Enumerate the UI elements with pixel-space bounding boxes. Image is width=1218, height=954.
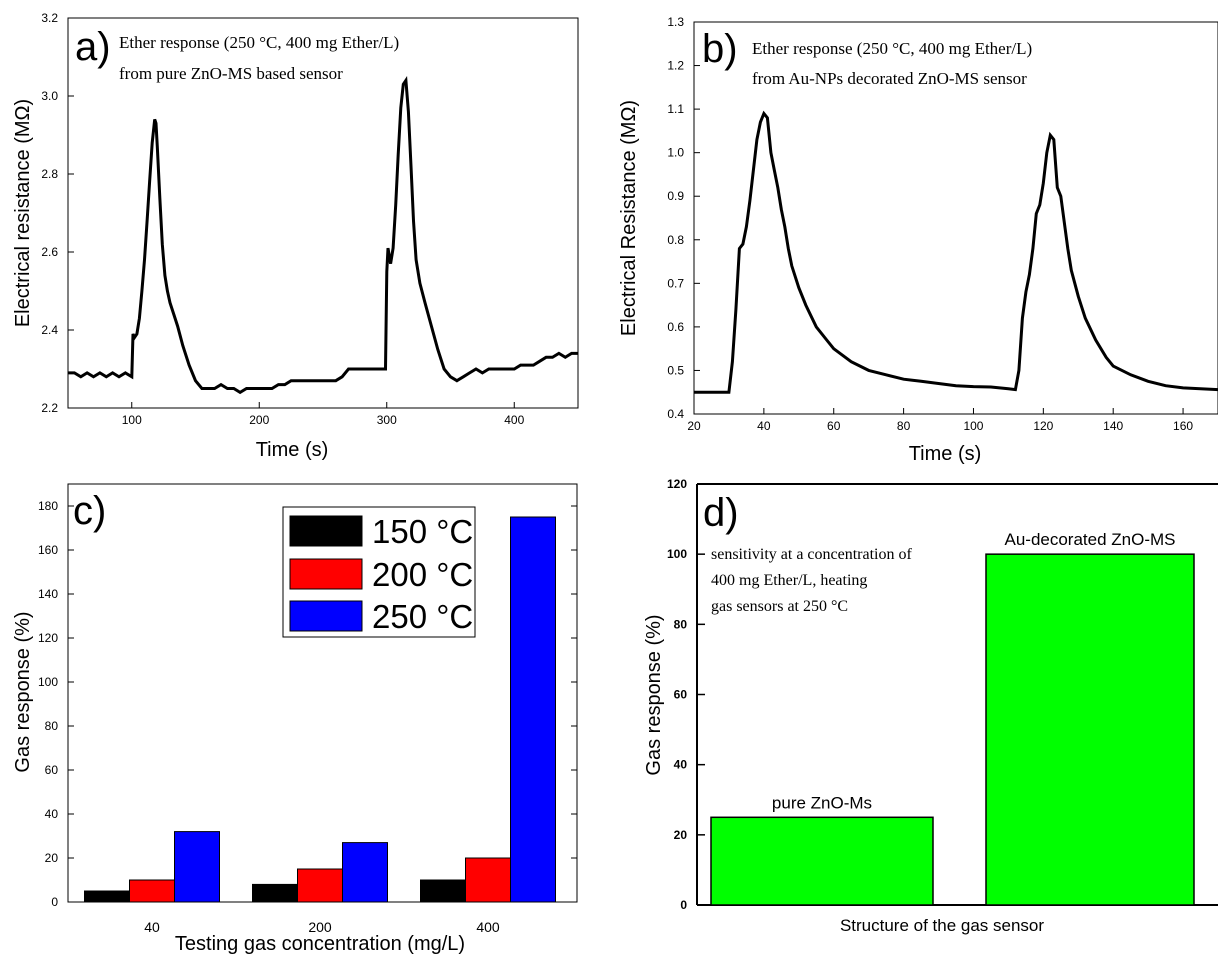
panel-b-annotation-line-2: from Au-NPs decorated ZnO-MS sensor xyxy=(752,69,1027,88)
panel-c-y-tick-label: 180 xyxy=(38,499,58,513)
panel-c-bar xyxy=(510,516,556,903)
panel-b-x-tick-label: 20 xyxy=(687,419,701,433)
panel-d-y-tick-label: 60 xyxy=(674,688,688,702)
panel-a-x-tick-label: 100 xyxy=(122,413,142,427)
panel-b-x-tick-label: 80 xyxy=(897,419,911,433)
panel-a-label: a) xyxy=(75,25,111,69)
panel-b-x-tick-label: 40 xyxy=(757,419,771,433)
panel-a-x-tick-label: 200 xyxy=(249,413,269,427)
panel-c-y-tick-label: 60 xyxy=(45,763,59,777)
panel-a-series-line xyxy=(68,75,578,395)
panel-b-x-tick-label: 160 xyxy=(1173,419,1193,433)
panel-b-y-tick-label: 0.8 xyxy=(667,233,684,247)
panel-a-annotation-line-2: from pure ZnO-MS based sensor xyxy=(119,64,343,83)
panel-c-legend: 150 °C 200 °C 250 °C xyxy=(282,506,476,638)
panel-d-y-axis-label: Gas response (%) xyxy=(643,614,665,775)
panel-c-y-tick-label: 140 xyxy=(38,587,58,601)
panel-a-annotation-line-1: Ether response (250 °C, 400 mg Ether/L) xyxy=(119,33,399,52)
panel-c-bar xyxy=(252,883,298,903)
panel-b-x-tick-label: 120 xyxy=(1033,419,1053,433)
panel-a-y-tick-label: 2.2 xyxy=(41,401,58,415)
panel-b-y-tick-label: 0.4 xyxy=(667,407,684,421)
panel-b-frame xyxy=(693,21,1218,415)
panel-c-bar xyxy=(174,831,220,903)
panel-d: 0 20 40 60 80 100 120 pure ZnO-Ms Au-decorated … xyxy=(643,477,1218,935)
panel-c-bar xyxy=(420,879,466,903)
panel-d-y-tick-label: 120 xyxy=(667,477,687,491)
panel-b-x-tick-label: 100 xyxy=(963,419,983,433)
panel-d-y-tick-label: 0 xyxy=(680,898,687,912)
panel-a-x-tick-label: 300 xyxy=(377,413,397,427)
panel-d-annotation-line-2: 400 mg Ether/L, heating xyxy=(711,572,867,589)
panel-c-y-axis-label: Gas response (%) xyxy=(12,611,34,772)
panel-a: 100 200 300 400 2.2 2.4 2.6 2.8 3.0 3.2 a) Ether … xyxy=(12,11,579,461)
panel-d-annotation-line-3: gas sensors at 250 °C xyxy=(711,598,848,615)
panel-c-y-tick-label: 0 xyxy=(51,895,58,909)
panel-b-y-tick-label: 1.0 xyxy=(667,146,684,160)
panel-c-x-tick-label: 200 xyxy=(308,919,332,935)
panel-a-frame xyxy=(67,17,579,409)
legend-label-150: 150 °C xyxy=(372,513,473,550)
legend-swatch-250 xyxy=(289,600,363,632)
panel-c-x-axis-label: Testing gas concentration (mg/L) xyxy=(175,933,465,954)
panel-b-series-line xyxy=(694,110,1218,394)
panel-c-x-tick-label: 400 xyxy=(476,919,500,935)
panel-d-bar xyxy=(985,553,1195,906)
legend-swatch-200 xyxy=(289,558,363,590)
panel-c-bar xyxy=(465,857,511,903)
legend-swatch-150 xyxy=(289,515,363,547)
panel-a-x-axis-label: Time (s) xyxy=(256,439,329,461)
panel-b-y-tick-label: 0.9 xyxy=(667,189,684,203)
panel-d-y-tick-label: 20 xyxy=(674,828,688,842)
panel-b-annotation-line-1: Ether response (250 °C, 400 mg Ether/L) xyxy=(752,39,1032,58)
legend-label-250: 250 °C xyxy=(372,598,473,635)
panel-b-y-axis-label: Electrical Resistance (MΩ) xyxy=(618,100,640,336)
panel-b-label: b) xyxy=(702,27,738,71)
panel-b-x-tick-label: 60 xyxy=(827,419,841,433)
panel-c-y-tick-label: 120 xyxy=(38,631,58,645)
panel-c-bar xyxy=(84,890,130,903)
panel-c-bar xyxy=(129,879,175,903)
panel-d-y-tick-label: 100 xyxy=(667,547,687,561)
panel-a-y-tick-label: 2.6 xyxy=(41,245,58,259)
panel-a-y-tick-label: 2.8 xyxy=(41,167,58,181)
panel-a-y-axis-label: Electrical resistance (MΩ) xyxy=(12,99,34,327)
panel-b-y-tick-label: 0.7 xyxy=(667,276,684,290)
panel-b-y-tick-label: 1.2 xyxy=(667,59,684,73)
panel-b-y-tick-label: 0.5 xyxy=(667,363,684,377)
panel-c-y-tick-label: 100 xyxy=(38,675,58,689)
panel-d-label: d) xyxy=(703,491,739,535)
panel-c-bar xyxy=(342,842,388,903)
panel-c-bar xyxy=(297,868,343,903)
panel-b-x-tick-label: 140 xyxy=(1103,419,1123,433)
panel-b-y-tick-label: 1.1 xyxy=(667,102,684,116)
panel-b-y-tick-label: 0.6 xyxy=(667,320,684,334)
panel-c-y-tick-label: 160 xyxy=(38,543,58,557)
panel-d-x-axis-label: Structure of the gas sensor xyxy=(840,916,1044,935)
panel-d-bar xyxy=(710,816,934,906)
legend-label-200: 200 °C xyxy=(372,556,473,593)
panel-d-annotation-line-1: sensitivity at a concentration of xyxy=(711,546,913,563)
panel-b-y-tick-label: 1.3 xyxy=(667,15,684,29)
panel-c-label: c) xyxy=(73,489,106,533)
panel-d-bar-label: Au-decorated ZnO-MS xyxy=(1004,530,1175,549)
panel-a-y-tick-label: 3.2 xyxy=(41,11,58,25)
panel-c-y-tick-label: 80 xyxy=(45,719,59,733)
panel-d-bar-label: pure ZnO-Ms xyxy=(772,793,872,812)
panel-a-x-tick-label: 400 xyxy=(504,413,524,427)
panel-c-y-tick-label: 20 xyxy=(45,851,59,865)
panel-a-y-tick-label: 2.4 xyxy=(41,323,58,337)
panel-c-x-tick-label: 40 xyxy=(144,919,160,935)
panel-b: 20 40 60 80 100 120 140 160 0.4 0.5 0.6 0.7 0.8 0.9 1.… xyxy=(618,15,1218,465)
panel-b-x-axis-label: Time (s) xyxy=(909,443,982,465)
panel-c: 0 20 40 60 80 100 120 140 160 180 40 200 400 c) 150 … xyxy=(12,483,578,954)
panel-d-y-tick-label: 80 xyxy=(674,617,688,631)
panel-c-y-tick-label: 40 xyxy=(45,807,59,821)
panel-d-y-tick-label: 40 xyxy=(674,758,688,772)
panel-a-y-tick-label: 3.0 xyxy=(41,89,58,103)
